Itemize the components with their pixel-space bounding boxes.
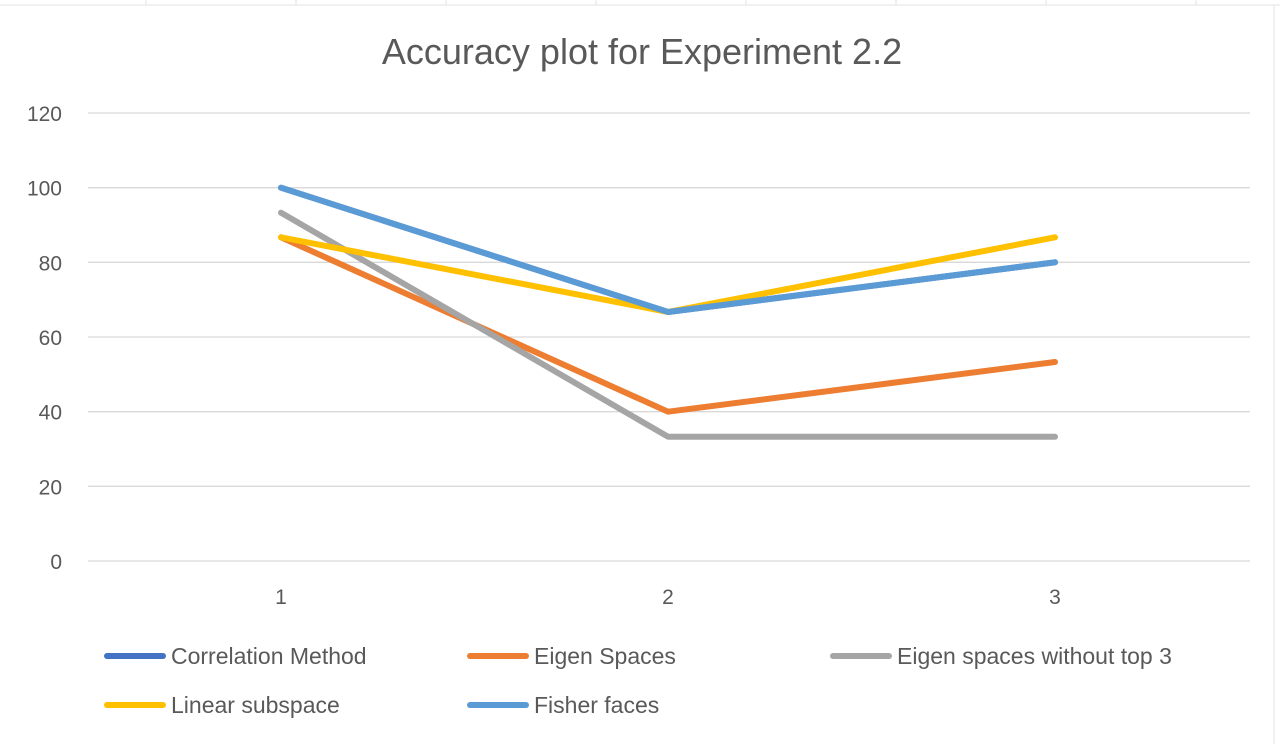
legend-label: Linear subspace bbox=[171, 692, 340, 718]
legend-item: Eigen Spaces bbox=[467, 643, 676, 669]
legend-label: Fisher faces bbox=[534, 692, 659, 718]
y-axis-ticks: 0 20 40 60 80 100 120 bbox=[27, 103, 62, 574]
y-tick-label: 80 bbox=[39, 252, 62, 275]
series-line-fisher-faces bbox=[278, 184, 1058, 315]
series-line-eigen-spaces-without-top-3 bbox=[278, 209, 1058, 440]
x-tick-label: 1 bbox=[275, 586, 287, 609]
series-lines bbox=[278, 184, 1058, 440]
y-tick-label: 20 bbox=[39, 476, 62, 499]
y-tick-label: 60 bbox=[39, 327, 62, 350]
legend-item: Linear subspace bbox=[104, 692, 340, 718]
legend-item: Fisher faces bbox=[467, 692, 659, 718]
x-tick-label: 3 bbox=[1049, 586, 1061, 609]
y-tick-label: 100 bbox=[27, 178, 62, 201]
legend-label: Eigen Spaces bbox=[534, 643, 676, 669]
x-axis-ticks: 1 2 3 bbox=[275, 586, 1061, 609]
legend-label: Eigen spaces without top 3 bbox=[897, 643, 1172, 669]
legend-label: Correlation Method bbox=[171, 643, 367, 669]
legend: Correlation Method Eigen Spaces Eigen spac… bbox=[104, 643, 1172, 718]
legend-item: Correlation Method bbox=[104, 643, 367, 669]
series-line-correlation-method bbox=[278, 184, 1058, 315]
y-tick-label: 120 bbox=[27, 103, 62, 126]
series-line-eigen-spaces bbox=[278, 234, 1058, 415]
gridlines bbox=[88, 112, 1250, 562]
y-tick-label: 0 bbox=[50, 551, 62, 574]
chart-title: Accuracy plot for Experiment 2.2 bbox=[382, 31, 902, 72]
y-tick-label: 40 bbox=[39, 402, 62, 425]
legend-item: Eigen spaces without top 3 bbox=[830, 643, 1172, 669]
x-tick-label: 2 bbox=[662, 586, 674, 609]
